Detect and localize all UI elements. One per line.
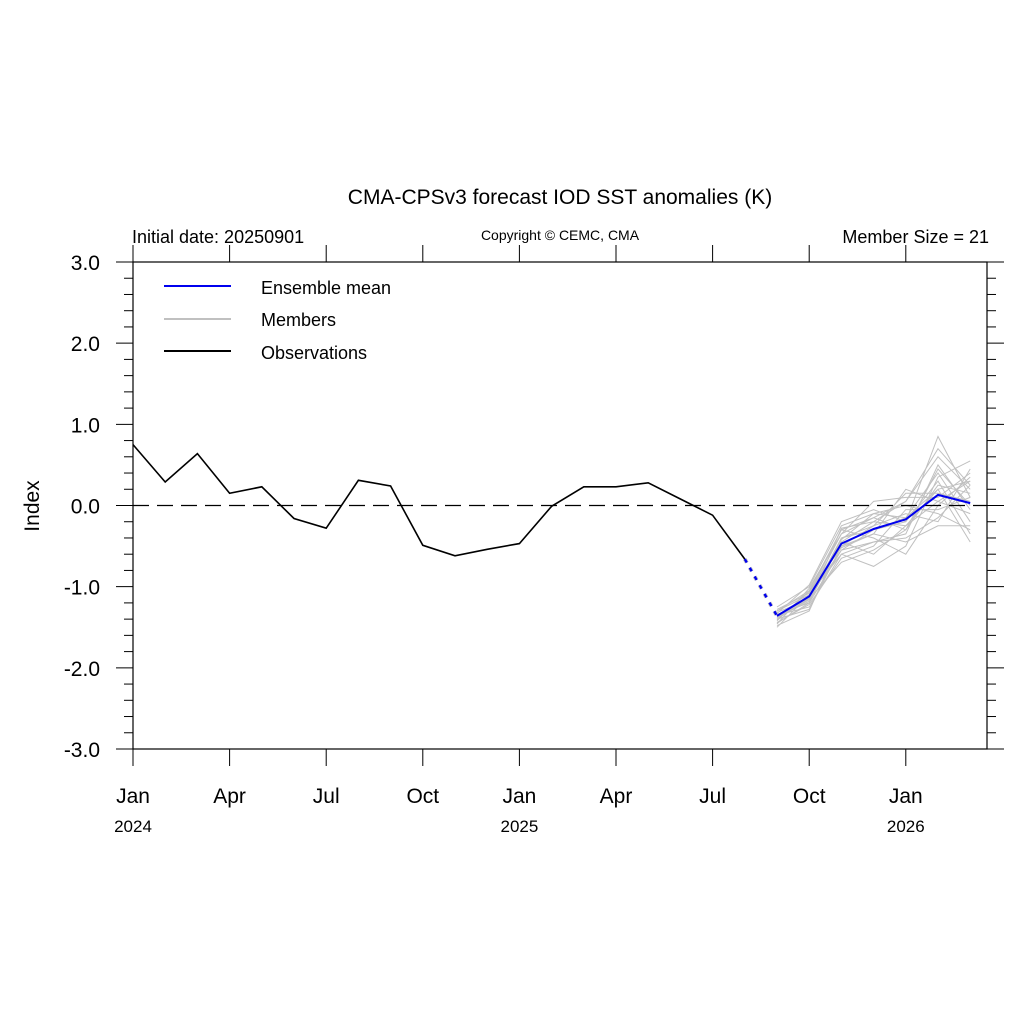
y-axis-label: Index [21, 480, 44, 532]
legend-label-members: Members [261, 310, 336, 330]
member-line [776, 476, 971, 610]
forecast-connector-dotted [743, 558, 779, 617]
axes-ticks [116, 245, 1004, 766]
chart-title: CMA-CPSv3 forecast IOD SST anomalies (K) [348, 186, 772, 209]
y-tick-label: -2.0 [64, 658, 100, 681]
legend-label-observations: Observations [261, 343, 367, 363]
x-tick-label: Jan [889, 785, 923, 808]
x-tick-label: Jan [116, 785, 150, 808]
initial-date-label: Initial date: 20250901 [132, 227, 304, 247]
member-line [776, 480, 971, 614]
ensemble-mean-series [743, 493, 971, 617]
member-line [776, 468, 971, 627]
member-line [776, 500, 971, 618]
copyright-label: Copyright © CEMC, CMA [481, 227, 640, 243]
member-line [776, 456, 971, 615]
x-tick-label: Oct [406, 785, 439, 808]
legend-label-ensemble-mean: Ensemble mean [261, 278, 391, 298]
member-size-label: Member Size = 21 [842, 227, 989, 247]
x-year-label: 2025 [500, 817, 538, 836]
x-tick-label: Oct [793, 785, 826, 808]
x-tick-label: Jan [502, 785, 536, 808]
ensemble-mean-line [776, 493, 971, 617]
legend: Ensemble mean Members Observations [164, 278, 391, 363]
x-year-label: 2024 [114, 817, 152, 836]
y-tick-label: 1.0 [71, 414, 100, 437]
x-year-label: 2026 [887, 817, 925, 836]
member-line [776, 492, 971, 620]
member-line [776, 468, 971, 625]
y-tick-label: 0.0 [71, 496, 100, 519]
y-tick-label: -1.0 [64, 577, 100, 600]
member-line [776, 496, 971, 623]
x-tick-label: Apr [600, 785, 633, 808]
axis-labels: 3.0 2.0 1.0 0.0 -1.0 -2.0 -3.0 Jan 2024 Apr Jul Oct… [64, 252, 925, 836]
x-tick-label: Jul [313, 785, 340, 808]
member-line [776, 525, 971, 621]
y-tick-label: 2.0 [71, 333, 100, 356]
x-tick-label: Jul [699, 785, 726, 808]
member-line [776, 460, 971, 616]
observations-line [132, 444, 746, 560]
observations-series [132, 444, 746, 560]
x-tick-label: Apr [213, 785, 246, 808]
y-tick-label: -3.0 [64, 739, 100, 762]
y-tick-label: 3.0 [71, 252, 100, 275]
plot-frame [132, 261, 988, 750]
member-line [776, 480, 971, 618]
